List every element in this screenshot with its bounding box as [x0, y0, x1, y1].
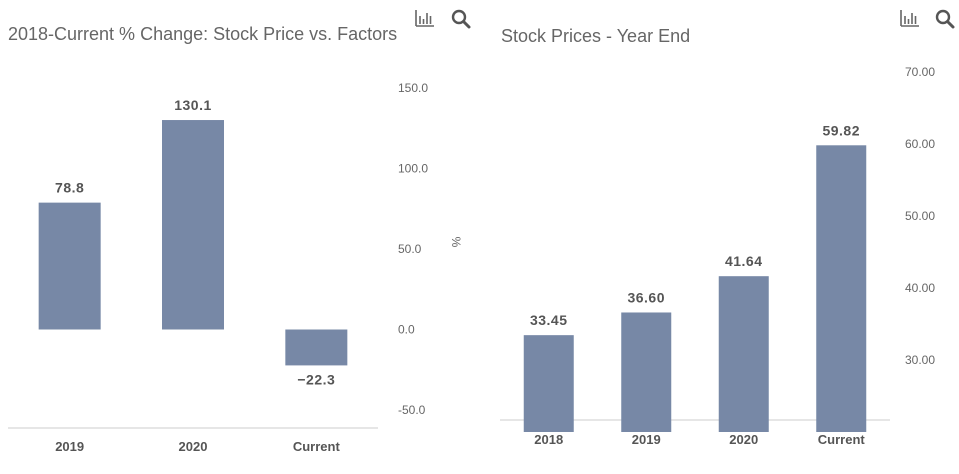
chart1-category-label: 2020 [179, 439, 208, 454]
chart2-y-tick-label: 60.00 [905, 137, 935, 151]
chart2-category-label: Current [818, 432, 866, 447]
chart2-category-label: 2019 [632, 432, 661, 447]
chart1-data-label: 130.1 [174, 97, 212, 113]
chart1-y-axis-title: % [449, 237, 463, 248]
chart1-data-label: −22.3 [297, 371, 335, 387]
chart1-title: 2018-Current % Change: Stock Price vs. F… [8, 24, 398, 44]
chart2-bar [816, 145, 867, 432]
chart2-category-label: 2018 [534, 432, 563, 447]
chart1-y-tick-label: -50.0 [398, 403, 426, 417]
chart2-data-label: 33.45 [530, 312, 568, 328]
chart2-bar [718, 276, 769, 432]
chart1-y-tick-label: 50.0 [398, 242, 422, 256]
chart2-y-tick-label: 30.00 [905, 353, 935, 367]
chart2-data-label: 36.60 [627, 289, 665, 305]
chart1-bar [162, 120, 224, 330]
chart2-y-tick-label: 70.00 [905, 65, 935, 79]
chart1-y-tick-label: 0.0 [398, 323, 415, 337]
chart2-y-tick-label: 50.00 [905, 209, 935, 223]
chart1-bar [285, 329, 348, 366]
chart1-category-label: 2019 [55, 439, 84, 454]
chart1-category-label: Current [293, 439, 341, 454]
chart2-bar [523, 335, 574, 432]
chart2-bar-chart-icon[interactable] [899, 8, 921, 30]
chart1-data-label: 78.8 [55, 180, 84, 196]
chart1-y-tick-label: 150.0 [398, 81, 428, 95]
chart2-plot: 30.00 40.00 50.00 60.00 70.00 33.45 2018 36.60 2… [500, 65, 935, 447]
chart2-data-label: 41.64 [725, 253, 763, 269]
chart2-title: Stock Prices - Year End [501, 26, 691, 46]
chart1-y-tick-label: 100.0 [398, 162, 428, 176]
chart1-search-icon[interactable] [450, 8, 472, 30]
chart1-plot: -50.0 0.0 50.0 100.0 150.0% 78.8 2019 130.1 2020… [8, 81, 463, 454]
chart2-search-icon[interactable] [934, 8, 956, 30]
chart1-bar-chart-icon[interactable] [414, 8, 436, 30]
chart2-category-label: 2020 [729, 432, 758, 447]
chart2-data-label: 59.82 [822, 122, 860, 138]
chart2-bar [621, 312, 672, 432]
chart1-bar [38, 202, 101, 330]
chart2-y-tick-label: 40.00 [905, 281, 935, 295]
